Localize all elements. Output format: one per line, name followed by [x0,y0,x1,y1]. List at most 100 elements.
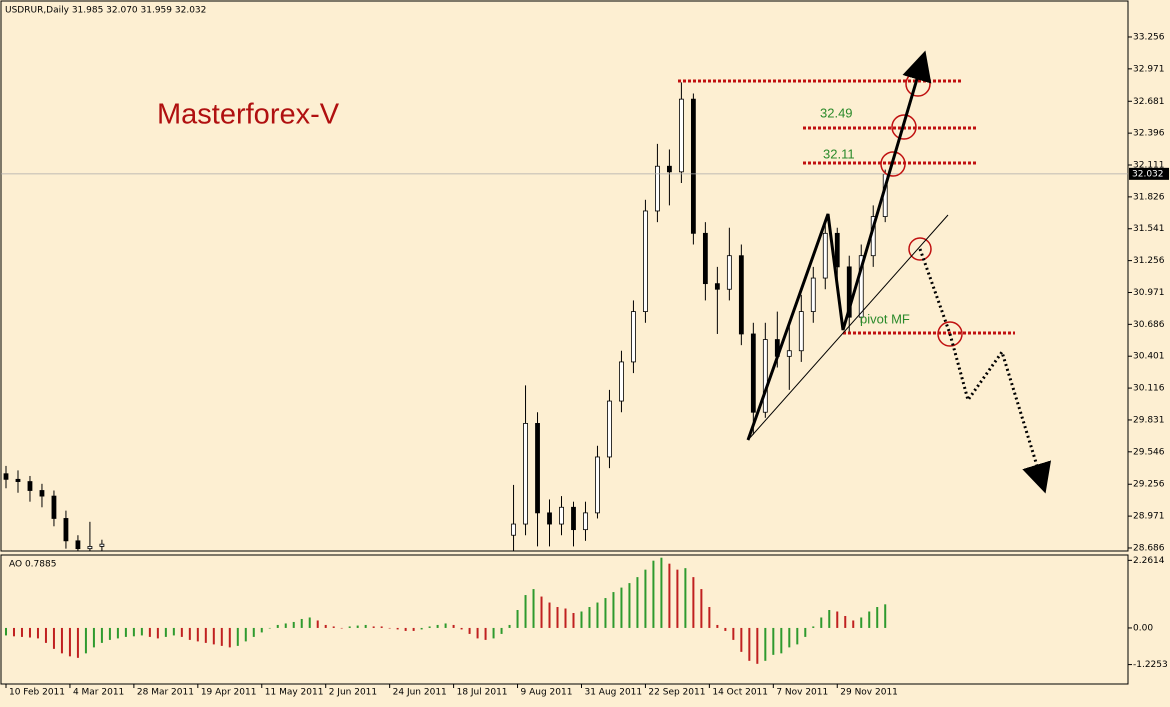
y-tick-label: 30.401 [1133,352,1165,362]
x-tick-label: 19 Apr 2011 [201,688,257,698]
ao-bar [468,627,471,634]
ao-bar [228,627,231,648]
y-tick-label: 2.2614 [1133,556,1165,566]
x-tick-label: 2 Jun 2011 [329,688,377,698]
ao-bar [732,627,735,640]
ao-bar [780,627,783,654]
ao-bar [668,563,671,628]
ao-bar [532,589,535,628]
y-tick-label: 32.111 [1133,161,1165,171]
x-tick-label: 4 Mar 2011 [73,688,124,698]
circle [891,114,917,140]
ao-bar [580,611,583,628]
candle-body [571,506,576,531]
ao-bar [268,627,271,629]
ao-bar [684,568,687,628]
ao-bar [700,589,703,628]
candle-body [798,311,804,352]
candle-body [834,232,840,268]
ao-bar [788,627,791,648]
ao-bar [476,627,479,639]
ao-bar [876,607,879,628]
forecast-arrow [918,248,1052,494]
ao-bar [716,624,719,628]
ao-bar [420,627,423,630]
ao-bar [676,569,679,628]
ao-bar [460,627,463,630]
ao-bar [764,627,767,661]
ao-bar [260,627,263,633]
ao-bar [820,617,823,628]
candle-body [702,232,708,285]
brand: Masterforex-V [157,99,340,131]
x-tick-label: 14 Oct 2011 [712,688,768,698]
y-tick-label: 30.116 [1133,384,1165,394]
x-tick-label: 31 Aug 2011 [584,688,642,698]
y-tick-label: 31.541 [1133,224,1165,234]
candle-body [535,423,540,514]
x-tick-label: 22 Sep 2011 [648,688,705,698]
ao-bar [812,626,815,628]
ao-bar [492,627,495,639]
x-tick-label: 18 Jul 2011 [457,688,508,698]
candle-body [619,361,624,402]
y-tick-label: 32.971 [1133,64,1165,74]
ao-bar [332,626,335,628]
candle-body [87,546,93,550]
x-tick-label: 9 Aug 2011 [521,688,573,698]
ao-bar [604,598,607,628]
ao-bar [220,627,223,646]
y-tick-label: 29.256 [1133,480,1165,490]
x-tick-label: 11 May 2011 [265,688,324,698]
ao-bar [76,627,79,658]
ao-bar [236,627,239,646]
candle-body [667,165,672,173]
ao-bar [524,595,527,628]
ao-bar [52,627,55,649]
ao-bar [348,626,351,628]
y-tick-label: 30.971 [1133,288,1165,298]
header: USDRUR,Daily 31.985 32.070 31.959 32.032 [5,6,206,16]
ao-bar [84,627,87,654]
ao-bar [708,607,711,628]
candle-body [15,478,21,482]
candle-body [39,490,45,497]
candle-body [786,350,792,357]
ao-bar [4,627,7,636]
ao-bar [756,627,759,664]
ao-bar [508,624,511,628]
y-tick-label: 32.681 [1133,97,1165,107]
candle-body [63,518,69,542]
ao-bar [540,596,543,628]
level-label: 32.49 [820,105,853,120]
candle-body [51,495,57,519]
ao-bar [204,627,207,643]
ao-bar [628,583,631,628]
y-tick-label: 30.686 [1133,320,1165,330]
ao-bar [116,627,119,639]
candle-body [822,232,828,279]
ao-bar [804,627,807,637]
ao-bar [772,627,775,655]
ao-bar [572,612,575,628]
candle-body [631,311,636,363]
y-tick-label: 31.256 [1133,256,1165,266]
x-tick-label: 10 Feb 2011 [9,688,65,698]
candle-body [511,523,516,536]
ao-title: AO 0.7885 [9,560,56,570]
ao-bar [516,610,519,628]
ao-bar [196,627,199,642]
ao-bar [340,627,343,629]
x-tick-label: 28 Mar 2011 [137,688,194,698]
ao-bar [252,627,255,637]
ao-bar [364,624,367,628]
ao-bar [60,627,63,654]
ao-bar [868,611,871,628]
ao-bar [276,624,279,628]
ao-bar [132,627,135,637]
y-tick-label: 32.396 [1133,129,1165,139]
y-tick-label: 29.546 [1133,447,1165,457]
ao-bar [316,620,319,628]
ao-bar [164,627,167,637]
y-tick-label: 28.971 [1133,512,1165,522]
